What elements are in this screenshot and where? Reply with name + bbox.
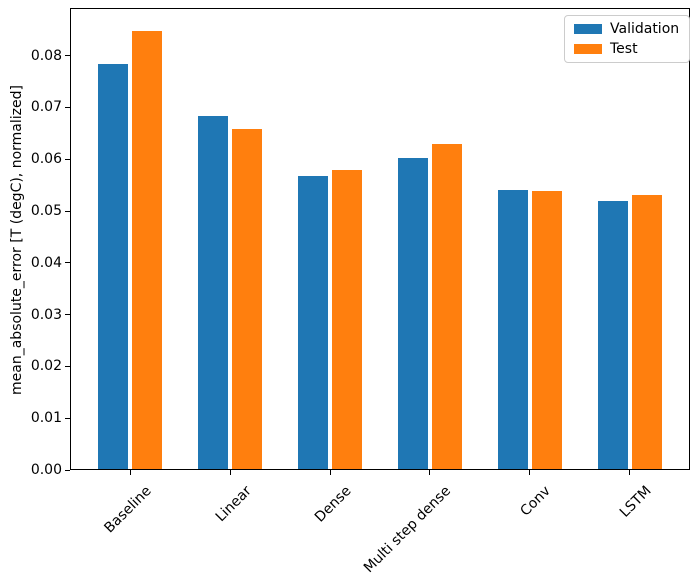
y-tick-mark — [65, 262, 70, 264]
bar-test-conv — [531, 191, 562, 470]
bar-validation-conv — [497, 190, 528, 470]
x-tick-label-text: Dense — [311, 483, 355, 526]
y-tick-label: 0.08 — [30, 47, 62, 64]
y-tick-label: 0.06 — [30, 151, 62, 168]
y-tick-label: 0.02 — [30, 358, 62, 375]
y-tick-label: 0.04 — [30, 254, 62, 271]
legend-label-validation: Validation — [610, 21, 680, 37]
x-tick-mark — [529, 470, 531, 475]
test-color-swatch — [574, 44, 602, 54]
x-tick-label-text: Conv — [517, 483, 555, 520]
y-tick-mark — [65, 55, 70, 57]
validation-color-swatch — [574, 24, 602, 34]
y-tick-mark — [65, 469, 70, 471]
y-tick-label: 0.01 — [30, 410, 62, 427]
legend-item-validation: Validation — [574, 21, 679, 37]
y-tick-mark — [65, 106, 70, 108]
y-tick-label: 0.07 — [30, 99, 62, 116]
bar-test-multi-step-dense — [431, 143, 462, 470]
x-tick-mark — [129, 470, 131, 475]
y-tick-label: 0.00 — [30, 462, 62, 478]
x-tick-mark — [329, 470, 331, 475]
y-tick-mark — [65, 417, 70, 419]
bar-validation-linear — [198, 115, 229, 470]
x-tick-label-text: Linear — [212, 483, 255, 526]
bar-validation-lstm — [597, 201, 628, 470]
y-tick-label: 0.03 — [30, 306, 62, 323]
legend: Validation Test — [564, 15, 691, 63]
bar-test-linear — [232, 129, 263, 470]
y-tick-label: 0.05 — [30, 203, 62, 220]
bar-validation-baseline — [98, 64, 129, 470]
y-tick-mark — [65, 365, 70, 367]
x-tick-label-text: LSTM — [616, 483, 655, 521]
y-tick-mark — [65, 158, 70, 160]
x-tick-label-text: Multi step dense — [361, 483, 455, 577]
bar-validation-multi-step-dense — [397, 158, 428, 470]
bar-validation-dense — [298, 175, 329, 470]
x-tick-label-text: Baseline — [101, 483, 155, 537]
y-tick-mark — [65, 314, 70, 316]
y-axis-label-text: mean_absolute_error [T (degC), normalize… — [9, 85, 25, 395]
bar-test-lstm — [631, 195, 662, 470]
x-tick-mark — [429, 470, 431, 475]
bar-test-dense — [332, 170, 363, 470]
legend-item-test: Test — [574, 41, 679, 57]
x-tick-mark — [629, 470, 631, 475]
x-tick-mark — [229, 470, 231, 475]
legend-label-test: Test — [610, 41, 638, 57]
bar-test-baseline — [132, 30, 163, 470]
y-tick-mark — [65, 210, 70, 212]
